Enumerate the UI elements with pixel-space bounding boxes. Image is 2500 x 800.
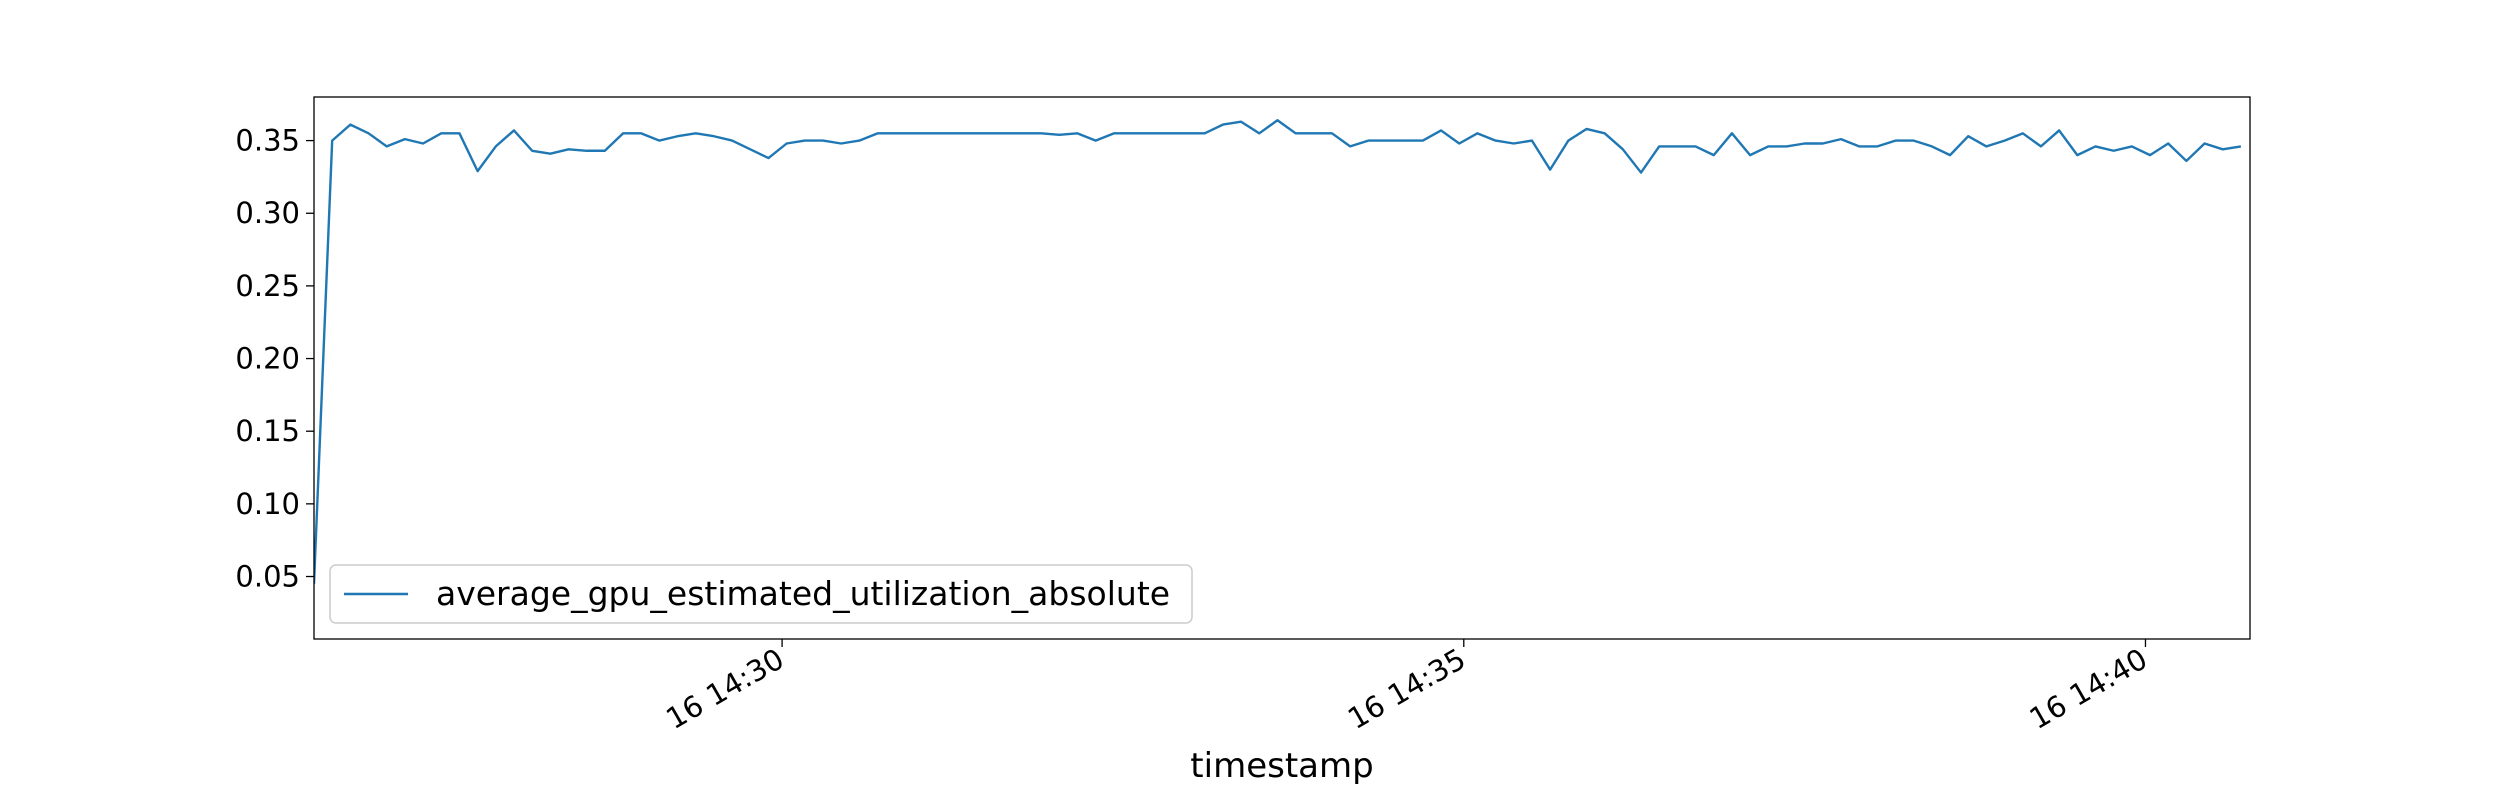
legend-label: average_gpu_estimated_utilization_absolu… (436, 574, 1170, 613)
y-tick-label: 0.35 (235, 124, 300, 158)
series-line (314, 119, 2242, 584)
legend-box (329, 564, 1193, 624)
y-tick-label: 0.25 (235, 269, 300, 303)
y-tick-label: 0.05 (235, 560, 300, 594)
y-tick-label: 0.30 (235, 196, 300, 230)
y-tick-label: 0.10 (235, 487, 300, 521)
y-tick-label: 0.20 (235, 342, 300, 376)
axes-frame (313, 96, 2251, 640)
plot-area (314, 119, 2242, 584)
y-tick-label: 0.15 (235, 414, 300, 448)
x-axis-label: timestamp (1190, 746, 1373, 786)
